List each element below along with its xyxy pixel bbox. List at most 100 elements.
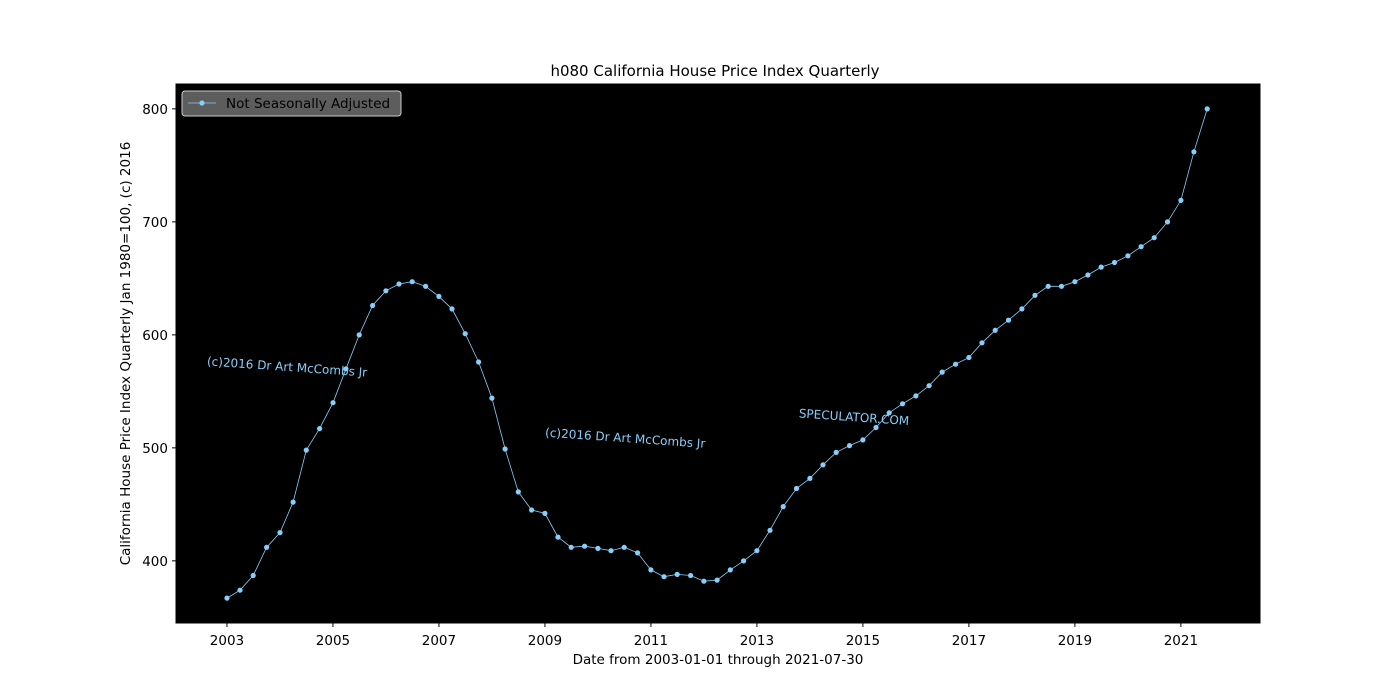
data-point	[899, 401, 906, 407]
x-tick-label: 2003	[210, 633, 244, 649]
data-point	[1125, 253, 1131, 259]
chart-title: h080 California House Price Index Quarte…	[550, 62, 879, 80]
data-point	[1098, 264, 1104, 270]
data-point	[1032, 292, 1038, 298]
data-point	[370, 302, 376, 309]
data-point	[264, 544, 270, 550]
x-tick-label: 2009	[528, 633, 562, 649]
data-point	[608, 548, 614, 554]
data-point	[767, 527, 773, 533]
data-point	[476, 359, 482, 365]
data-point	[224, 595, 230, 601]
data-point	[1005, 317, 1012, 323]
data-point	[635, 550, 641, 556]
data-point	[820, 462, 826, 468]
data-point	[317, 426, 323, 432]
y-axis: 400 500 600 700 800	[142, 102, 176, 570]
data-point	[913, 393, 919, 399]
y-tick-label: 400	[142, 554, 168, 570]
data-point	[290, 499, 296, 505]
data-point	[979, 340, 985, 346]
data-point	[330, 400, 336, 406]
x-tick-label: 2005	[316, 633, 350, 649]
y-tick-label: 500	[142, 441, 168, 457]
data-point	[555, 534, 561, 540]
series-group	[224, 106, 1210, 601]
data-point	[462, 331, 468, 337]
data-point	[860, 437, 866, 443]
x-tick-label: 2013	[740, 633, 774, 649]
data-point	[621, 544, 627, 550]
data-point	[383, 288, 389, 294]
data-point	[701, 578, 707, 584]
data-point	[926, 383, 932, 389]
data-point	[409, 279, 415, 285]
data-point	[674, 571, 680, 578]
legend-box	[181, 90, 402, 117]
data-point	[250, 572, 256, 579]
data-point	[833, 449, 839, 455]
x-tick-label: 2011	[634, 633, 668, 649]
data-point	[1151, 235, 1157, 241]
data-point	[992, 327, 998, 333]
x-axis-label: Date from 2003-01-01 through 2021-07-30	[573, 652, 864, 668]
data-point	[1164, 219, 1171, 225]
data-point	[582, 543, 588, 549]
y-axis-label: California House Price Index Quarterly J…	[118, 142, 134, 566]
data-point	[648, 567, 654, 573]
data-point	[1178, 197, 1184, 203]
data-point	[595, 545, 601, 552]
data-point	[542, 510, 548, 516]
data-point	[754, 548, 760, 554]
data-point	[807, 475, 813, 481]
data-point	[1085, 272, 1091, 278]
x-tick-label: 2019	[1058, 633, 1092, 649]
y-tick-label: 600	[142, 328, 168, 344]
data-point	[1111, 259, 1118, 266]
y-tick-label: 800	[142, 102, 168, 118]
legend-marker-swatch	[199, 100, 205, 106]
data-point	[793, 485, 800, 492]
data-point	[661, 574, 667, 580]
data-point	[515, 489, 521, 495]
x-axis: 2003 2005 2007 2009 2011 2013 2015 2017 2019 2021	[210, 623, 1198, 649]
data-point	[449, 306, 455, 312]
data-point	[396, 281, 402, 287]
data-point	[1191, 149, 1197, 155]
legend-entry-label: Not Seasonally Adjusted	[226, 96, 390, 112]
data-point	[529, 507, 535, 513]
legend: Not Seasonally Adjusted	[181, 90, 402, 117]
data-point	[502, 446, 508, 452]
data-point	[277, 530, 283, 536]
data-point	[343, 366, 349, 372]
y-tick-label: 700	[142, 215, 168, 231]
data-point	[966, 354, 972, 361]
data-point	[939, 369, 945, 375]
data-point	[1072, 279, 1078, 285]
data-point	[1019, 306, 1025, 312]
data-point	[1058, 283, 1065, 289]
data-point	[953, 361, 959, 367]
data-point	[688, 572, 694, 579]
x-tick-label: 2021	[1164, 633, 1198, 649]
data-point	[356, 332, 362, 338]
data-point	[237, 587, 243, 593]
x-tick-label: 2015	[846, 633, 880, 649]
data-point	[303, 447, 309, 453]
data-point	[436, 293, 442, 299]
data-point	[780, 504, 786, 510]
data-point	[423, 283, 429, 289]
data-point	[1204, 106, 1210, 112]
data-point	[489, 395, 495, 401]
data-point	[873, 424, 879, 431]
x-tick-label: 2017	[952, 633, 986, 649]
data-point	[846, 443, 853, 449]
plot-area	[175, 83, 1261, 624]
data-point	[886, 410, 892, 416]
data-point	[714, 577, 720, 583]
data-point	[568, 544, 574, 550]
data-point	[1045, 283, 1051, 289]
data-point	[727, 567, 733, 573]
data-point	[1138, 244, 1144, 250]
